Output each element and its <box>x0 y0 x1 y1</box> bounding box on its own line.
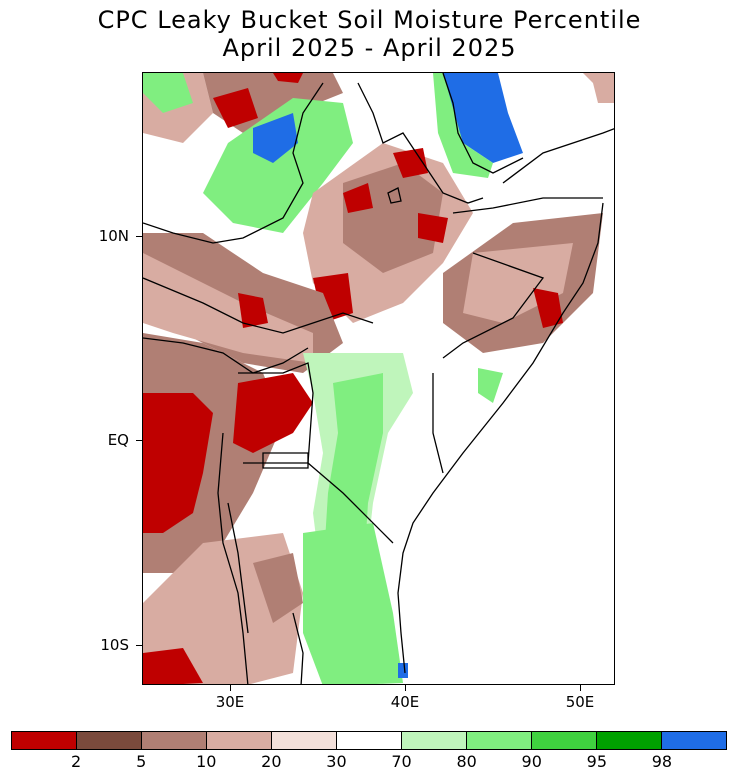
map-canvas <box>143 73 614 684</box>
shade-sudan-green <box>203 98 353 233</box>
lat-label-10s: 10S <box>100 636 129 654</box>
border-lake-tanganyika <box>227 502 249 634</box>
shade-south-red <box>143 648 203 684</box>
border-lake-tana <box>387 187 402 204</box>
lat-tick-10n <box>136 236 142 237</box>
shade-ethiopia-red-2 <box>393 148 428 178</box>
lon-label-30e: 30E <box>215 693 245 711</box>
shade-south-brown <box>253 553 303 623</box>
border-drc-east <box>217 432 249 684</box>
border-southsudan-drc <box>143 337 309 374</box>
shade-uganda-red <box>233 373 313 453</box>
border-kenya-somalia <box>432 373 444 474</box>
shade-ethiopia-red-3 <box>418 213 448 243</box>
legend-label: 5 <box>136 752 147 771</box>
lon-tick-40e <box>405 685 406 691</box>
legend-label: 10 <box>196 752 217 771</box>
border-sudan-south <box>143 277 374 334</box>
map-title-line-2: April 2025 - April 2025 <box>222 34 517 62</box>
legend-label: 70 <box>391 752 412 771</box>
shade-sudan-blue <box>253 113 298 163</box>
legend-swatch <box>12 732 77 749</box>
shade-southsudan-red <box>238 293 268 328</box>
legend-swatch <box>402 732 467 749</box>
legend-label: 98 <box>651 752 673 771</box>
shade-north-red-2 <box>273 73 303 83</box>
border-lake-malawi <box>292 612 304 684</box>
shade-somalia-red <box>533 288 563 328</box>
border-sudan-chad <box>143 82 324 244</box>
lon-label-40e: 40E <box>390 693 420 711</box>
legend-label: 20 <box>261 752 282 771</box>
shade-north-red-1 <box>213 88 258 128</box>
shade-redsea-blue <box>443 73 523 163</box>
shade-somalia-green <box>478 368 503 403</box>
border-kenya-tz <box>307 462 394 544</box>
legend-label: 2 <box>70 752 82 771</box>
shade-arabia-tan <box>583 73 614 103</box>
lat-tick-eq <box>136 440 142 441</box>
legend-swatch <box>207 732 272 749</box>
legend-label: 90 <box>521 752 542 771</box>
lat-label-eq: EQ <box>107 431 129 449</box>
shade-redsea-green <box>433 73 493 178</box>
lon-tick-30e <box>230 685 231 691</box>
map-title-line-1: CPC Leaky Bucket Soil Moisture Percentil… <box>97 6 642 34</box>
lon-label-50e: 50E <box>565 693 595 711</box>
shade-southsudan-tan <box>143 253 313 363</box>
legend-swatch <box>467 732 532 749</box>
legend-swatch <box>662 732 726 749</box>
legend-swatch <box>77 732 142 749</box>
lat-tick-10s <box>136 645 142 646</box>
legend-swatch <box>597 732 662 749</box>
soil-moisture-map <box>142 72 615 685</box>
border-arabia-south <box>502 128 614 184</box>
legend-swatch <box>272 732 337 749</box>
shade-ethiopia-red-1 <box>343 183 373 213</box>
border-lake-victoria <box>262 452 309 469</box>
shade-north-light-green <box>143 73 193 113</box>
border-uganda <box>238 362 314 464</box>
legend-label: 95 <box>586 752 607 771</box>
legend-swatch <box>142 732 207 749</box>
border-gulf-aden <box>452 197 603 214</box>
legend-colorbar <box>11 731 727 750</box>
shade-tz-blue <box>398 663 408 678</box>
lon-tick-50e <box>580 685 581 691</box>
shade-tanzania-green <box>303 523 403 684</box>
lat-label-10n: 10N <box>98 227 129 245</box>
country-borders <box>143 73 614 684</box>
border-redsea-coast-west <box>357 82 484 204</box>
border-somalia-coast <box>397 202 604 674</box>
legend-label: 80 <box>456 752 477 771</box>
border-ethiopia-somalia <box>442 252 545 359</box>
legend-swatch <box>337 732 402 749</box>
shade-drc-red <box>143 393 213 533</box>
border-redsea-coast-east <box>442 73 524 174</box>
legend-swatch <box>532 732 597 749</box>
legend-label: 30 <box>326 752 347 771</box>
shade-somalia-tan <box>463 243 573 323</box>
